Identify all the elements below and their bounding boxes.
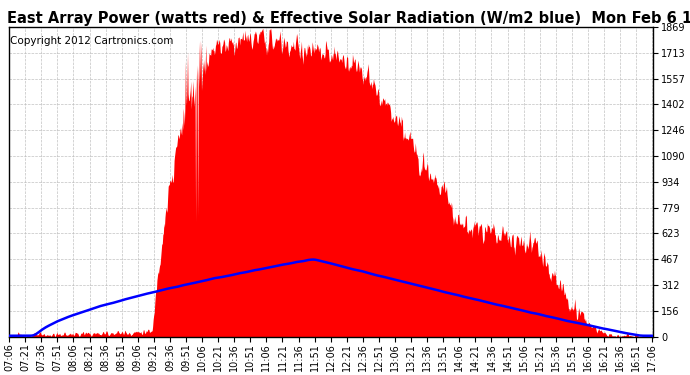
Text: East Array Power (watts red) & Effective Solar Radiation (W/m2 blue)  Mon Feb 6 : East Array Power (watts red) & Effective… xyxy=(7,11,690,26)
Text: Copyright 2012 Cartronics.com: Copyright 2012 Cartronics.com xyxy=(10,36,174,46)
